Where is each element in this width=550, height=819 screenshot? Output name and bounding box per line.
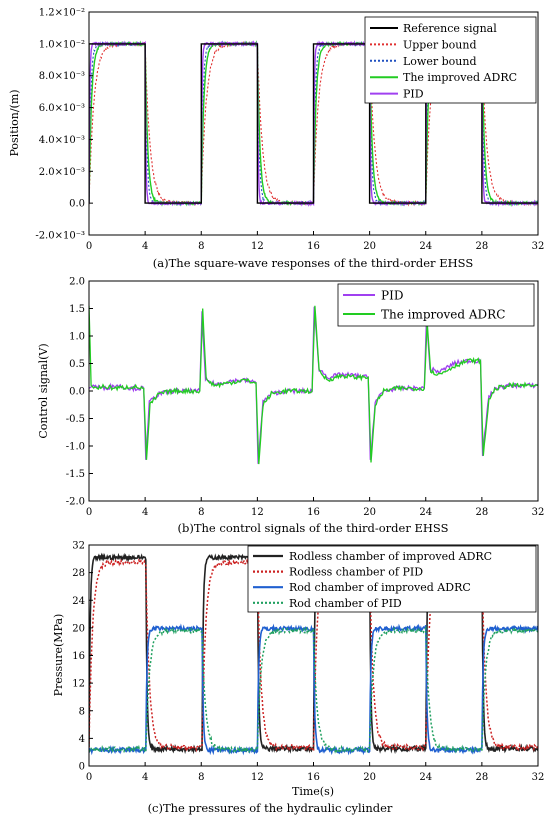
y-tick-label: 8 <box>79 706 85 717</box>
y-tick-label: -2.0 <box>66 497 85 508</box>
y-tick-label: 28 <box>72 568 85 579</box>
y-tick-label: 16 <box>72 651 85 662</box>
panel-a-legend: Reference signal Upper bound Lower bound Th… <box>364 16 537 104</box>
x-tick-label: 20 <box>363 507 376 518</box>
panel-b-series <box>89 305 538 465</box>
legend-label: Reference signal <box>403 22 497 35</box>
x-tick-label: 32 <box>532 507 545 518</box>
panel-c-legend-box <box>247 545 537 613</box>
panel-c-caption: (c)The pressures of the hydraulic cylind… <box>148 801 393 815</box>
x-tick-label: 28 <box>476 772 489 783</box>
panel-c-pressure-chart: 0 4 8 12 16 20 24 28 32 0 4 8 12 16 20 24 28 32 Pressure… <box>52 541 544 816</box>
x-tick-label: 24 <box>419 772 432 783</box>
panel-b-y-ticks: -2.0 -1.5 -1.0 -0.5 0.0 0.5 1.0 1.5 2.0 <box>66 277 93 508</box>
x-tick-label: 12 <box>251 772 264 783</box>
x-tick-label: 8 <box>198 241 204 252</box>
x-tick-label: 24 <box>419 241 432 252</box>
y-tick-label: 0.0 <box>69 199 85 210</box>
panel-a-legend-box <box>364 16 537 104</box>
x-tick-label: 8 <box>198 772 204 783</box>
legend-label: Upper bound <box>403 38 477 51</box>
panel-a-position-chart: 0 4 8 12 16 20 24 28 32 -2.0×10⁻³ 0.0 2.0×10⁻³ 4.0×… <box>8 8 544 271</box>
x-tick-label: 32 <box>532 241 545 252</box>
y-tick-label: 1.0 <box>69 332 85 343</box>
x-tick-label: 20 <box>363 241 376 252</box>
panel-c-series-line-3 <box>89 625 538 755</box>
y-tick-label: 1.5 <box>69 304 85 315</box>
panel-a-y-axis-label: Position/(m) <box>8 89 21 156</box>
y-tick-label: -1.5 <box>66 469 85 480</box>
panel-b-control-chart: 0 4 8 12 16 20 24 28 32 -2.0 -1.5 -1.0 -0.5 0.0 0.5 1.… <box>37 277 544 536</box>
x-tick-label: 0 <box>86 772 92 783</box>
panel-c-series-line-2 <box>89 623 538 756</box>
legend-label: The improved ADRC <box>403 71 517 84</box>
x-tick-label: 16 <box>307 507 320 518</box>
x-tick-label: 8 <box>198 507 204 518</box>
y-tick-label: 6.0×10⁻³ <box>39 103 85 114</box>
y-tick-label: 24 <box>72 596 85 607</box>
y-tick-label: 2.0×10⁻³ <box>39 167 85 178</box>
panel-b-y-axis-label: Control signal(V) <box>37 343 50 438</box>
x-tick-label: 28 <box>476 507 489 518</box>
legend-label: The improved ADRC <box>381 308 505 322</box>
x-tick-label: 24 <box>419 507 432 518</box>
y-tick-label: 8.0×10⁻³ <box>39 71 85 82</box>
y-tick-label: 0 <box>79 762 85 773</box>
y-tick-label: 20 <box>72 623 85 634</box>
y-tick-label: 2.0 <box>69 277 85 288</box>
panel-a-y-ticks: -2.0×10⁻³ 0.0 2.0×10⁻³ 4.0×10⁻³ 6.0×10⁻³ 8.0×… <box>35 8 93 242</box>
legend-label: Rod chamber of improved ADRC <box>289 581 471 594</box>
legend-label: PID <box>403 88 424 101</box>
panel-c-legend: Rodless chamber of improved ADRC Rodless … <box>247 545 537 613</box>
y-tick-label: 1.2×10⁻² <box>39 8 85 19</box>
y-tick-label: 4.0×10⁻³ <box>39 135 85 146</box>
panel-b-x-ticks: 0 4 8 12 16 20 24 28 32 <box>86 497 545 518</box>
x-tick-label: 12 <box>251 241 264 252</box>
panel-c-y-axis-label: Pressure(MPa) <box>52 614 65 697</box>
panel-a-x-ticks: 0 4 8 12 16 20 24 28 32 <box>86 231 545 252</box>
x-tick-label: 4 <box>142 772 148 783</box>
x-tick-label: 4 <box>142 241 148 252</box>
x-tick-label: 28 <box>476 241 489 252</box>
panel-a-caption: (a)The square-wave responses of the thir… <box>153 256 474 270</box>
x-tick-label: 0 <box>86 241 92 252</box>
panel-b-caption: (b)The control signals of the third-orde… <box>178 521 449 535</box>
x-tick-label: 16 <box>307 772 320 783</box>
panel-b-series-line-1 <box>89 305 538 465</box>
y-tick-label: -1.0 <box>66 442 85 453</box>
panel-b-legend: PID The improved ADRC <box>337 283 535 327</box>
x-tick-label: 16 <box>307 241 320 252</box>
y-tick-label: 4 <box>79 734 85 745</box>
legend-label: PID <box>381 289 403 303</box>
x-tick-label: 32 <box>532 772 545 783</box>
y-tick-label: 32 <box>72 541 85 552</box>
legend-label: Rodless chamber of improved ADRC <box>289 550 492 563</box>
panel-c-x-axis-label: Time(s) <box>292 785 334 798</box>
y-tick-label: 1.0×10⁻² <box>39 39 85 50</box>
y-tick-label: 12 <box>72 679 85 690</box>
legend-label: Rod chamber of PID <box>289 597 402 610</box>
panel-c-x-ticks: 0 4 8 12 16 20 24 28 32 <box>86 762 545 783</box>
y-tick-label: 0.5 <box>69 359 85 370</box>
legend-label: Rodless chamber of PID <box>289 566 423 579</box>
x-tick-label: 12 <box>251 507 264 518</box>
y-tick-label: -0.5 <box>66 414 85 425</box>
x-tick-label: 4 <box>142 507 148 518</box>
x-tick-label: 20 <box>363 772 376 783</box>
x-tick-label: 0 <box>86 507 92 518</box>
panel-c-y-ticks: 0 4 8 12 16 20 24 28 32 <box>72 541 93 773</box>
y-tick-label: -2.0×10⁻³ <box>35 231 85 242</box>
panel-b-legend-box <box>337 283 535 327</box>
y-tick-label: 0.0 <box>69 387 85 398</box>
legend-label: Lower bound <box>403 55 476 68</box>
